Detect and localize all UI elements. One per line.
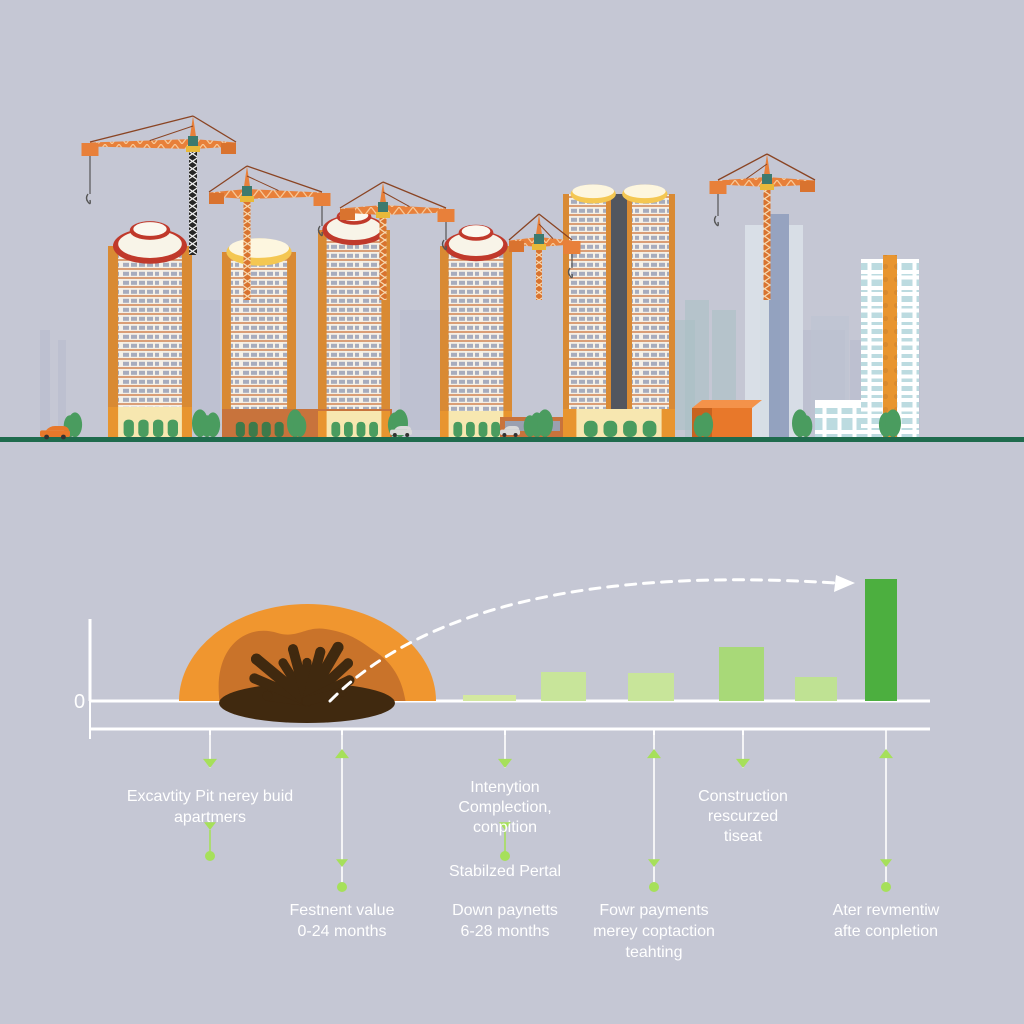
svg-text:afte conpletion: afte conpletion bbox=[834, 923, 938, 940]
svg-text:conpition: conpition bbox=[473, 819, 537, 836]
svg-text:6-28 months: 6-28 months bbox=[461, 923, 550, 940]
svg-text:merey coptaction: merey coptaction bbox=[593, 923, 715, 940]
svg-text:Down paynetts: Down paynetts bbox=[452, 902, 558, 919]
svg-text:Complection,: Complection, bbox=[458, 799, 551, 816]
svg-text:Stabilzed Pertal: Stabilzed Pertal bbox=[449, 863, 561, 880]
svg-text:0: 0 bbox=[74, 691, 85, 713]
svg-text:teahting: teahting bbox=[626, 944, 683, 961]
svg-text:0-24 months: 0-24 months bbox=[298, 923, 387, 940]
svg-text:tiseat: tiseat bbox=[724, 828, 763, 845]
svg-text:Construction: Construction bbox=[698, 788, 788, 805]
svg-text:apartmers: apartmers bbox=[174, 809, 246, 826]
svg-text:Fowr payments: Fowr payments bbox=[599, 902, 708, 919]
svg-text:Ater revmentiw: Ater revmentiw bbox=[833, 902, 940, 919]
svg-text:Festnent value: Festnent value bbox=[290, 902, 395, 919]
svg-text:rescurzed: rescurzed bbox=[708, 808, 778, 825]
svg-text:Intenytion: Intenytion bbox=[470, 779, 539, 796]
svg-text:Excavtity Pit nerey buid: Excavtity Pit nerey buid bbox=[127, 788, 293, 805]
